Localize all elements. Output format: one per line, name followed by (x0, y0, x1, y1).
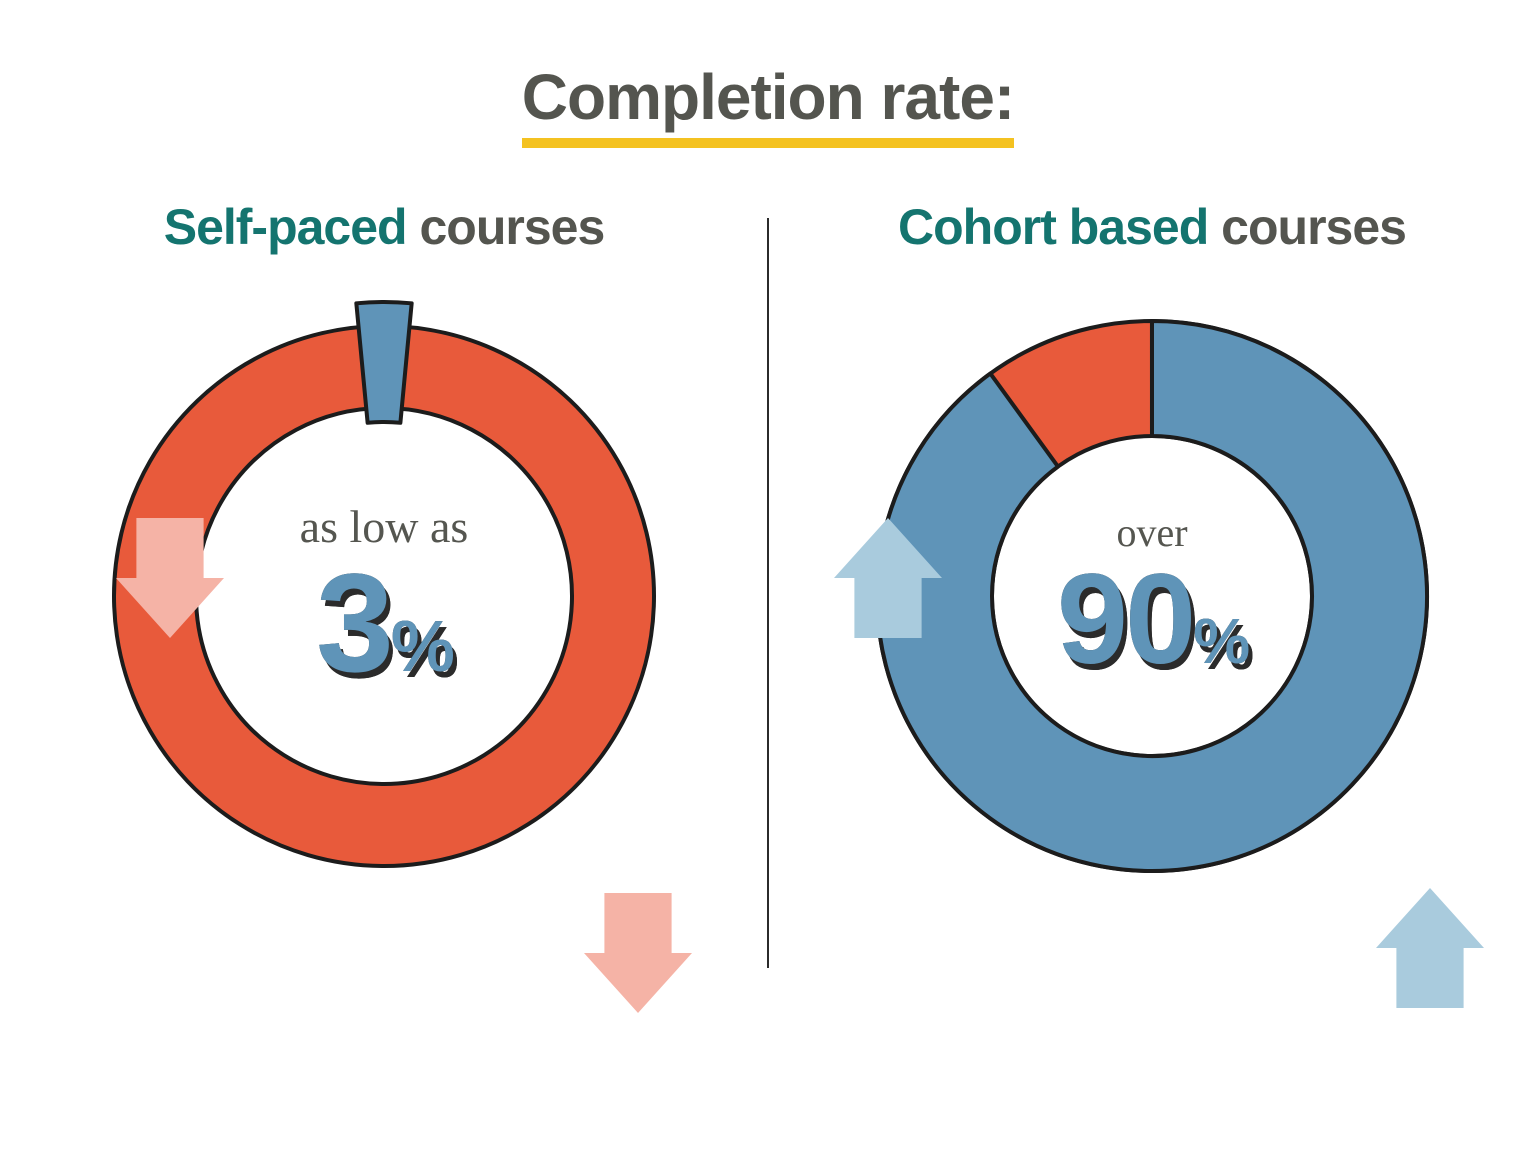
arrow-up-icon (1370, 888, 1490, 1008)
arrow-down-icon (110, 518, 230, 638)
subtitle-left: Self-paced courses (164, 198, 605, 256)
comparison-panels: Self-paced courses as low as 3% 3% Cohor… (0, 188, 1536, 1028)
subtitle-right-accent: Cohort based (898, 199, 1208, 255)
center-right: over 90% 90% (1057, 509, 1247, 684)
title-block: Completion rate: (0, 0, 1536, 148)
number-left: 3% 3% (316, 553, 452, 693)
subtitle-right-rest: courses (1208, 199, 1406, 255)
subtitle-left-rest: courses (407, 199, 605, 255)
arrow-down-icon (578, 893, 698, 1013)
subtitle-left-accent: Self-paced (164, 199, 407, 255)
number-right: 90% 90% (1057, 556, 1247, 684)
arrow-up-icon (828, 518, 948, 638)
panel-self-paced: Self-paced courses as low as 3% 3% (0, 188, 768, 1028)
subtitle-right: Cohort based courses (898, 198, 1406, 256)
number-left-front: 3% (316, 658, 452, 675)
panel-cohort: Cohort based courses over 90% 90% (768, 188, 1536, 1028)
center-left: as low as 3% 3% (300, 500, 469, 693)
number-right-front: 90% (1057, 650, 1247, 667)
page-title: Completion rate: (522, 60, 1014, 148)
